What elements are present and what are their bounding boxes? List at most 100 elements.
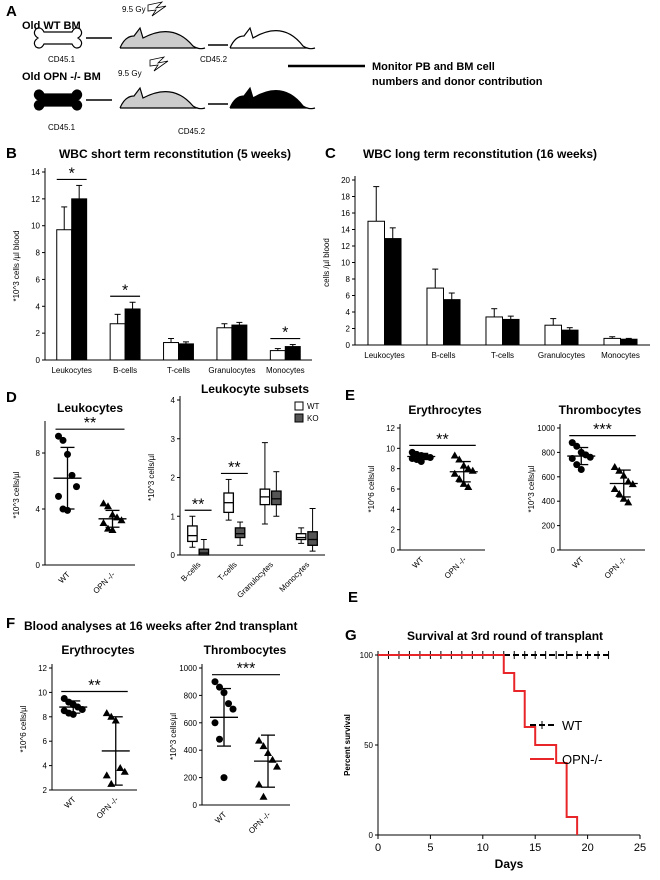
y-tick-label: 0 bbox=[346, 341, 351, 350]
panel-a: A Old WT BM CD45.1 9.5 Gy CD45.2 Old OPN… bbox=[6, 1, 543, 136]
panel-letter: B bbox=[6, 145, 17, 162]
y-tick-label: 2 bbox=[391, 526, 396, 535]
y-tick-label: 1 bbox=[171, 512, 176, 521]
chart-title: WBC long term reconstitution (16 weeks) bbox=[363, 147, 597, 161]
y-tick-label: 1000 bbox=[179, 664, 197, 673]
point bbox=[102, 709, 111, 717]
row-label: Old OPN -/- BM bbox=[22, 71, 101, 83]
y-tick-label: 0 bbox=[369, 831, 374, 840]
y-tick-label: 2 bbox=[43, 786, 48, 795]
point bbox=[568, 455, 576, 462]
y-tick-label: 200 bbox=[542, 522, 556, 531]
point bbox=[99, 499, 108, 507]
point bbox=[116, 764, 125, 772]
y-axis-label: *10^3 cells/µl bbox=[169, 713, 178, 760]
y-axis-label: *10^3 cells /µl blood bbox=[12, 230, 21, 301]
x-tick-label: 10 bbox=[477, 842, 489, 854]
chart-title: Leukocyte subsets bbox=[201, 382, 309, 396]
point bbox=[225, 700, 232, 708]
y-tick-label: 400 bbox=[184, 746, 198, 755]
legend-label: KO bbox=[307, 414, 319, 423]
chart-title: Erythrocytes bbox=[408, 403, 482, 417]
x-tick-label: B-cells bbox=[113, 366, 137, 375]
y-tick-label: 8 bbox=[36, 449, 41, 458]
x-tick-label: Monocytes bbox=[601, 351, 640, 360]
box bbox=[187, 525, 198, 543]
y-tick-label: 4 bbox=[36, 505, 41, 514]
point bbox=[624, 498, 633, 506]
point bbox=[78, 705, 86, 713]
mouse bbox=[119, 86, 206, 110]
point bbox=[73, 483, 80, 491]
x-tick-label: WT bbox=[63, 795, 78, 810]
bar bbox=[163, 342, 180, 361]
bone-ko bbox=[33, 89, 83, 111]
y-tick-label: 20 bbox=[341, 176, 350, 185]
y-tick-label: 6 bbox=[43, 737, 48, 746]
y-axis-label: *10^3 cells/µl bbox=[147, 454, 156, 501]
x-tick-label: Monocytes bbox=[278, 560, 312, 594]
point bbox=[450, 451, 459, 459]
point bbox=[229, 705, 237, 713]
y-tick-label: 0 bbox=[171, 551, 176, 560]
y-tick-label: 16 bbox=[341, 209, 350, 218]
point bbox=[55, 432, 62, 440]
bone-wt bbox=[33, 27, 83, 49]
y-tick-label: 800 bbox=[542, 448, 556, 457]
significance: ** bbox=[192, 496, 204, 513]
y-tick-label: 800 bbox=[184, 691, 198, 700]
x-tick-label: B-cells bbox=[431, 351, 455, 360]
legend-label: OPN-/- bbox=[562, 752, 602, 767]
significance: * bbox=[69, 165, 75, 182]
outcome: numbers and donor contribution bbox=[372, 76, 543, 88]
y-tick-label: 0 bbox=[36, 561, 41, 570]
x-tick-label: Monocytes bbox=[266, 366, 305, 375]
outcome: Monitor PB and BM cell bbox=[372, 61, 495, 73]
box bbox=[307, 531, 318, 546]
point bbox=[610, 463, 619, 471]
y-tick-label: 14 bbox=[341, 226, 350, 235]
y-tick-label: 1000 bbox=[537, 424, 555, 433]
y-tick-label: 10 bbox=[31, 222, 40, 231]
y-axis-label: Percent survival bbox=[343, 714, 352, 776]
x-tick-label: WT bbox=[213, 810, 228, 825]
legend-label: WT bbox=[307, 402, 320, 411]
y-tick-label: 8 bbox=[36, 249, 41, 258]
y-tick-label: 6 bbox=[346, 292, 351, 301]
bar bbox=[603, 337, 621, 346]
survival-line bbox=[378, 654, 579, 835]
y-tick-label: 8 bbox=[43, 713, 48, 722]
donor-marker: CD45.1 bbox=[48, 123, 76, 132]
y-tick-label: 0 bbox=[36, 356, 41, 365]
point bbox=[107, 779, 116, 787]
x-tick-label: OPN -/- bbox=[247, 810, 273, 836]
x-tick-label: T-cells bbox=[491, 351, 514, 360]
bar bbox=[544, 324, 562, 346]
legend-label: WT bbox=[562, 718, 582, 733]
panel-letter: E bbox=[345, 387, 355, 404]
point bbox=[255, 780, 263, 788]
x-tick-label: WT bbox=[571, 555, 586, 570]
bar bbox=[443, 299, 461, 346]
chart-title: Thrombocytes bbox=[559, 403, 642, 417]
chart-title: Thrombocytes bbox=[204, 643, 287, 657]
box bbox=[295, 533, 307, 541]
bar bbox=[384, 238, 402, 346]
significance: ** bbox=[84, 415, 96, 432]
y-tick-label: 600 bbox=[542, 473, 556, 482]
point bbox=[573, 442, 581, 450]
point bbox=[615, 489, 624, 497]
point bbox=[117, 516, 126, 524]
significance: * bbox=[282, 325, 288, 342]
panel-letter: G bbox=[345, 627, 357, 644]
point bbox=[450, 469, 459, 477]
bar bbox=[284, 346, 301, 361]
y-axis-label: *10^6 cells/ul bbox=[367, 465, 376, 512]
mouse bbox=[229, 26, 316, 50]
y-tick-label: 0 bbox=[193, 801, 198, 810]
y-tick-label: 2 bbox=[346, 325, 351, 334]
x-tick-label: WT bbox=[411, 555, 426, 570]
y-tick-label: 4 bbox=[36, 302, 41, 311]
point bbox=[104, 502, 112, 510]
